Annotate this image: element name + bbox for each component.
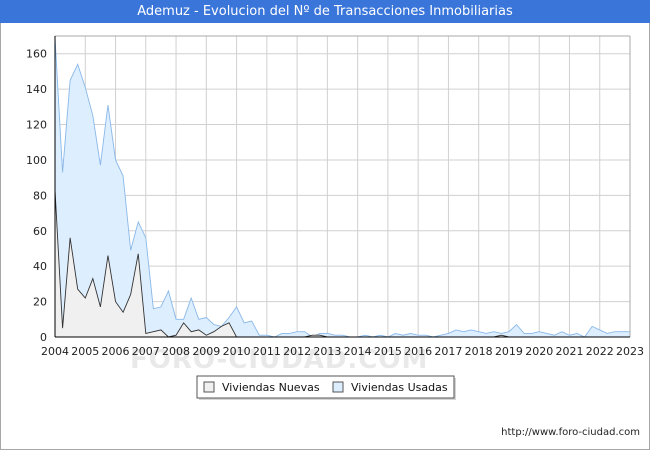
x-tick-label: 2006	[102, 345, 130, 358]
x-tick-label: 2013	[313, 345, 341, 358]
legend: Viviendas Nuevas Viviendas Usadas	[196, 375, 456, 400]
x-tick-label: 2014	[344, 345, 372, 358]
footer-url: http://www.foro-ciudad.com	[501, 427, 640, 438]
x-tick-label: 2023	[616, 345, 644, 358]
x-tick-label: 2007	[132, 345, 160, 358]
y-tick-label: 100	[26, 154, 47, 167]
x-tick-label: 2021	[555, 345, 583, 358]
legend-swatch-usadas	[332, 381, 344, 393]
x-tick-label: 2012	[283, 345, 311, 358]
x-tick-label: 2008	[162, 345, 190, 358]
x-tick-label: 2019	[495, 345, 523, 358]
legend-label-usadas: Viviendas Usadas	[351, 381, 448, 394]
series-nuevas-area	[55, 190, 630, 337]
y-tick-label: 140	[26, 83, 47, 96]
x-tick-label: 2015	[374, 345, 402, 358]
x-tick-label: 2016	[404, 345, 432, 358]
watermark: FORO-CIUDAD.COM	[130, 345, 428, 375]
y-tick-label: 60	[33, 225, 47, 238]
x-tick-label: 2004	[41, 345, 69, 358]
y-tick-label: 0	[40, 331, 47, 344]
y-tick-label: 20	[33, 296, 47, 309]
y-tick-label: 120	[26, 119, 47, 132]
legend-label-nuevas: Viviendas Nuevas	[222, 381, 320, 394]
y-tick-label: 160	[26, 48, 47, 61]
x-tick-label: 2011	[253, 345, 281, 358]
chart-title: Ademuz - Evolucion del Nº de Transaccion…	[0, 0, 650, 23]
x-tick-label: 2009	[192, 345, 220, 358]
x-tick-label: 2005	[71, 345, 99, 358]
x-tick-label: 2020	[525, 345, 553, 358]
x-tick-label: 2010	[223, 345, 251, 358]
legend-box-front	[196, 375, 455, 399]
x-tick-label: 2017	[434, 345, 462, 358]
y-tick-label: 80	[33, 189, 47, 202]
x-tick-label: 2018	[465, 345, 493, 358]
x-tick-label: 2022	[586, 345, 614, 358]
y-tick-label: 40	[33, 260, 47, 273]
series-usadas-line	[54, 37, 630, 338]
legend-swatch-nuevas	[203, 381, 215, 393]
